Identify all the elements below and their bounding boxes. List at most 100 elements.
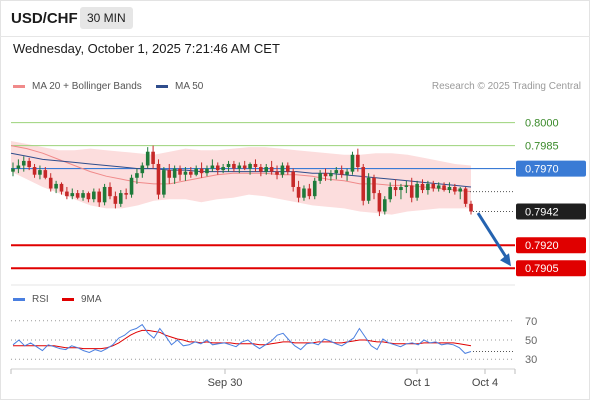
candle — [21, 156, 26, 172]
candle — [221, 163, 225, 174]
rsi-swatch — [13, 298, 25, 301]
candle — [442, 182, 446, 192]
candle — [92, 188, 96, 203]
candle — [43, 167, 48, 180]
legend-rsi-label: RSI — [32, 294, 49, 305]
candle-body — [183, 171, 188, 175]
candle-body — [86, 193, 91, 200]
candle — [199, 162, 204, 178]
rsi-line — [12, 323, 472, 354]
candle-body — [210, 165, 215, 169]
candle-body — [65, 191, 69, 197]
candle-body — [54, 183, 58, 189]
candle-body — [388, 186, 392, 200]
candle — [458, 186, 463, 200]
candle-body — [253, 163, 258, 168]
level-tag-0.7970 — [516, 160, 586, 177]
candle-body — [81, 193, 85, 198]
candle — [162, 167, 166, 198]
timestamp: Wednesday, October 1, 2025 7:21:46 AM CE… — [13, 41, 280, 56]
ma50-swatch — [156, 85, 168, 88]
candle-body — [237, 165, 242, 169]
candle-body — [399, 186, 403, 191]
candle — [436, 182, 441, 192]
timeframe-badge[interactable]: 30 MIN — [80, 7, 133, 29]
candle — [259, 163, 263, 177]
candle — [97, 188, 102, 207]
level-tag-0.7905 — [516, 260, 586, 277]
candle-body — [118, 193, 123, 204]
rsi-tick-label: 50 — [525, 335, 537, 347]
candle-body — [43, 170, 48, 178]
candle — [334, 167, 339, 180]
x-tick-label: Sep 30 — [208, 377, 243, 389]
candle — [145, 147, 150, 169]
candle-body — [248, 163, 252, 169]
candle — [215, 162, 220, 175]
level-label-0.7970: 0.7970 — [525, 164, 559, 176]
candle-body — [323, 173, 328, 177]
candle — [167, 163, 172, 184]
candle-body — [420, 183, 425, 191]
candle — [356, 148, 360, 172]
candle-body — [172, 168, 177, 178]
candle-body — [27, 160, 31, 168]
candle-body — [32, 167, 37, 175]
candle-body — [404, 185, 409, 187]
candle-body — [59, 183, 64, 192]
last-price-tag — [516, 203, 586, 220]
candle — [194, 165, 198, 177]
candle-body — [108, 186, 112, 197]
candle — [232, 160, 236, 172]
candle — [86, 191, 91, 203]
candle — [415, 180, 419, 201]
candle — [178, 165, 182, 181]
candle — [253, 159, 258, 172]
candle-body — [382, 199, 387, 212]
candle-body — [167, 170, 172, 178]
candle-body — [199, 168, 204, 174]
legend-rsi-ma: 9MA — [62, 294, 102, 305]
candle — [59, 182, 64, 195]
candle — [280, 162, 285, 178]
candle — [463, 186, 468, 207]
candle — [248, 162, 252, 175]
x-tick-label: Oct 4 — [472, 377, 498, 389]
level-label-0.7905: 0.7905 — [525, 263, 559, 275]
candle — [296, 180, 301, 203]
candle-body — [302, 188, 306, 198]
candle-body — [124, 193, 128, 195]
symbol-title: USD/CHF — [11, 10, 78, 27]
candle-body — [318, 173, 322, 181]
candle — [307, 183, 312, 200]
candle-body — [92, 191, 96, 200]
candle — [70, 188, 75, 200]
candle — [350, 151, 355, 175]
candle-body — [458, 188, 463, 192]
candle — [140, 162, 145, 178]
level-tag-0.7920 — [516, 237, 586, 254]
candle — [183, 167, 188, 181]
candle — [323, 168, 328, 181]
candle — [75, 190, 80, 200]
candle-body — [463, 188, 468, 204]
candle — [420, 179, 425, 194]
candle — [54, 180, 58, 194]
candle — [108, 182, 112, 200]
chart-header: USD/CHF 30 MIN — [0, 0, 590, 36]
candle — [65, 186, 69, 200]
candle — [264, 163, 269, 175]
candle — [339, 165, 344, 178]
candle-body — [447, 186, 452, 191]
candle — [372, 174, 376, 200]
rsi-ma-line — [13, 329, 472, 350]
candle-body — [38, 170, 42, 175]
candle-body — [135, 173, 139, 178]
candle-body — [113, 196, 118, 204]
candle-body — [75, 193, 80, 198]
candle — [366, 173, 371, 204]
candle — [81, 190, 85, 201]
candle-body — [145, 151, 150, 166]
candle-body — [242, 165, 247, 169]
